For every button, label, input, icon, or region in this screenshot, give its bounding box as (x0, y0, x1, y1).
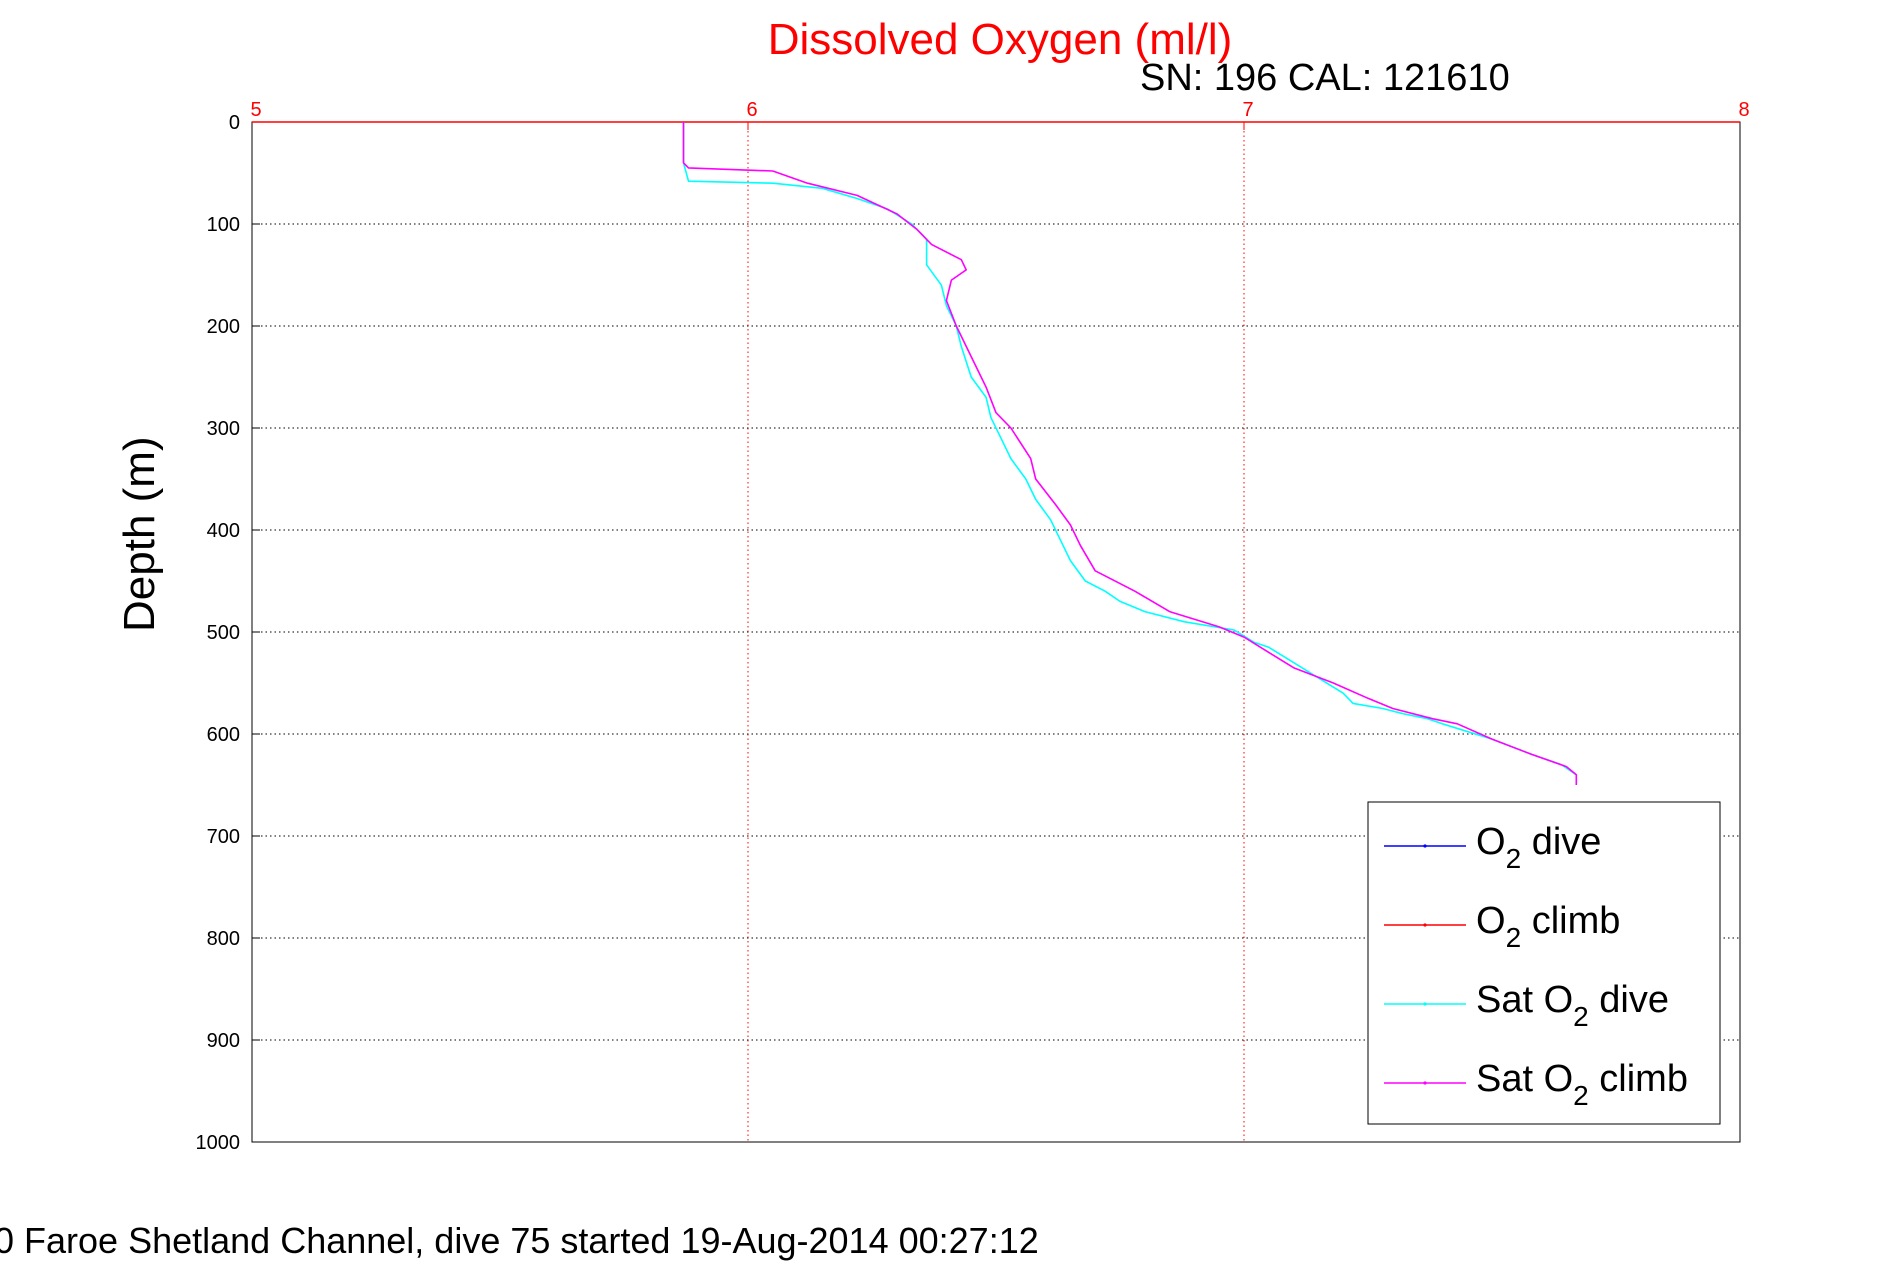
chart-title: Dissolved Oxygen (ml/l) (768, 15, 1233, 64)
legend-entry-rest: climb (1521, 900, 1620, 942)
y-tick-label: 1000 (196, 1132, 241, 1154)
chart-subtitle: SN: 196 CAL: 121610 (1140, 57, 1510, 99)
legend-entry-subscript: 2 (1573, 1080, 1589, 1111)
legend-entry: O2 dive (1476, 821, 1601, 874)
legend-entry-subscript: 2 (1506, 843, 1522, 874)
y-tick-label: 600 (207, 724, 240, 746)
y-tick-labels: 0 100 200 300 400 500 600 700 800 900 1000 (196, 112, 241, 1154)
y-tick-label: 200 (207, 316, 240, 338)
y-tick-label: 300 (207, 418, 240, 440)
legend-entry-rest: dive (1589, 979, 1669, 1021)
series-line-3 (682, 122, 1578, 785)
series-layer (682, 122, 1578, 785)
y-tick-label: 800 (207, 928, 240, 950)
y-tick-label: 500 (207, 622, 240, 644)
x-tick-label: 8 (1738, 99, 1749, 121)
legend-entry: Sat O2 climb (1476, 1058, 1688, 1111)
footer-caption: 0 Faroe Shetland Channel, dive 75 starte… (0, 1220, 1039, 1261)
legend-marker (1423, 844, 1427, 848)
legend-entry-base: O (1476, 900, 1506, 942)
legend-entry-rest: climb (1589, 1058, 1688, 1100)
y-tick-label: 100 (207, 214, 240, 236)
legend-entry-subscript: 2 (1506, 922, 1522, 953)
x-tick-label: 6 (746, 99, 757, 121)
legend-entry-base: Sat O (1476, 1058, 1573, 1100)
x-tick-label: 5 (250, 99, 261, 121)
y-axis-label: Depth (m) (115, 436, 164, 632)
y-tick-label: 900 (207, 1030, 240, 1052)
legend-entry: Sat O2 dive (1476, 979, 1669, 1032)
y-tick-label: 0 (229, 112, 240, 134)
legend-entry-subscript: 2 (1573, 1001, 1589, 1032)
legend-marker (1423, 923, 1427, 927)
x-tick-label: 7 (1242, 99, 1253, 121)
y-tick-label: 400 (207, 520, 240, 542)
legend-entry: O2 climb (1476, 900, 1620, 953)
y-tick-label: 700 (207, 826, 240, 848)
x-tick-labels: 5 6 7 8 (250, 99, 1749, 121)
legend-entry-rest: dive (1521, 821, 1601, 863)
legend-marker (1423, 1002, 1427, 1006)
legend-marker (1423, 1081, 1427, 1085)
legend-entry-base: O (1476, 821, 1506, 863)
legend-entry-base: Sat O (1476, 979, 1573, 1021)
legend-box (1367, 801, 1721, 1125)
